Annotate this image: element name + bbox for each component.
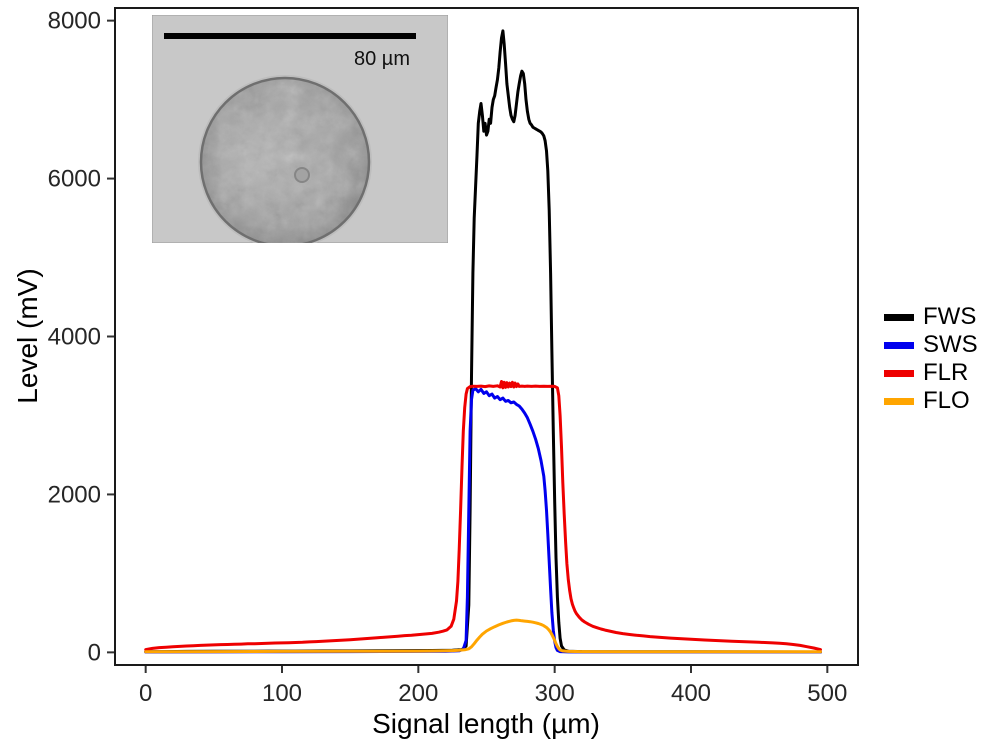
legend-label-flo: FLO xyxy=(923,387,970,414)
y-tick-label: 2000 xyxy=(48,481,101,508)
inset-micrograph: 80 µm xyxy=(151,14,449,249)
x-tick-label: 300 xyxy=(535,680,575,707)
cell-organelle xyxy=(294,167,310,183)
x-tick-label: 500 xyxy=(807,680,847,707)
legend-label-fws: FWS xyxy=(923,303,977,330)
x-tick-label: 100 xyxy=(262,680,302,707)
x-tick-label: 200 xyxy=(398,680,438,707)
legend-swatch-flr xyxy=(884,369,914,377)
legend-label-flr: FLR xyxy=(923,359,969,386)
series-fws xyxy=(144,29,822,654)
y-tick-label: 6000 xyxy=(48,166,101,193)
cell-image: 80 µm xyxy=(151,14,449,249)
cell-body xyxy=(198,75,372,249)
series-sws xyxy=(144,387,822,654)
x-axis-title: Signal length (µm) xyxy=(372,708,600,739)
legend-swatch-sws xyxy=(884,341,914,349)
y-axis-title: Level (mV) xyxy=(12,268,43,404)
x-tick-label: 400 xyxy=(671,680,711,707)
legend-item-fws: FWS xyxy=(884,303,978,331)
legend-item-flo: FLO xyxy=(884,387,978,415)
y-tick-label: 8000 xyxy=(48,8,101,35)
series-flr xyxy=(144,380,822,652)
legend: FWS SWS FLR FLO xyxy=(884,303,978,415)
y-tick-label: 4000 xyxy=(48,324,101,351)
scale-bar xyxy=(164,33,416,39)
panel-border xyxy=(114,7,859,666)
legend-swatch-fws xyxy=(884,313,914,321)
y-tick-label: 0 xyxy=(88,639,101,666)
legend-item-flr: FLR xyxy=(884,359,978,387)
legend-label-sws: SWS xyxy=(923,331,978,358)
series-flo xyxy=(144,618,822,654)
legend-item-sws: SWS xyxy=(884,331,978,359)
legend-swatch-flo xyxy=(884,397,914,405)
x-tick-label: 0 xyxy=(139,680,152,707)
scale-bar-label: 80 µm xyxy=(354,48,410,70)
